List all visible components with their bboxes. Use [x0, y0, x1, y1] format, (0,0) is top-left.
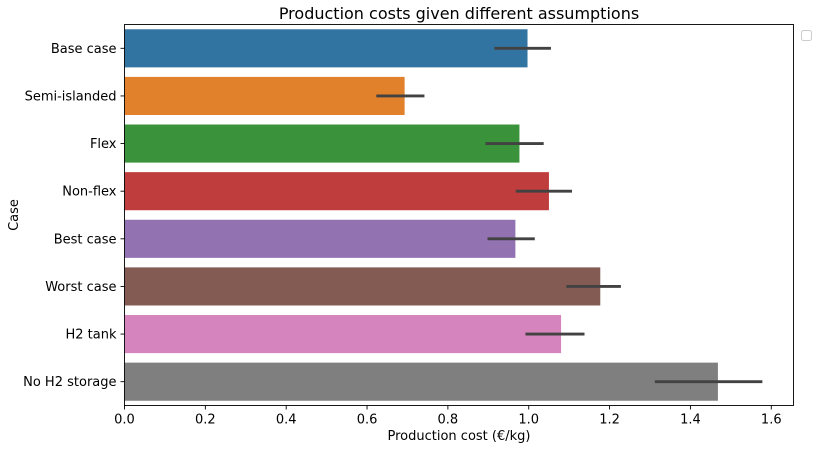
- error-bars-group: [376, 46, 763, 384]
- y-tick-label: Semi-islanded: [25, 89, 117, 104]
- y-tick-label: Base case: [51, 42, 117, 57]
- plot-frame: [124, 24, 794, 406]
- y-tick-labels: Base case Semi-islanded Flex Non-flex Best c…: [23, 42, 125, 390]
- bar-flex: [124, 124, 520, 163]
- x-tick-label: 0.2: [195, 413, 216, 428]
- bar-best-case: [124, 219, 516, 258]
- x-tick-label: 0.4: [276, 413, 297, 428]
- bar-worst-case: [124, 267, 601, 306]
- y-axis-label: Case: [7, 199, 22, 231]
- y-tick-label: Best case: [54, 232, 117, 247]
- y-tick-label: Flex: [90, 137, 117, 152]
- y-tick-label: Worst case: [45, 280, 116, 295]
- x-tick-label: 1.2: [599, 413, 620, 428]
- x-tick-label: 0.8: [438, 413, 459, 428]
- x-axis-label: Production cost (€/kg): [388, 429, 531, 444]
- y-tick-label: Non-flex: [62, 185, 117, 200]
- bar-non-flex: [124, 172, 549, 211]
- bar-base-case: [124, 29, 528, 68]
- y-tick-label: H2 tank: [65, 328, 116, 343]
- y-tick-label: No H2 storage: [23, 375, 116, 390]
- x-tick-label: 0.6: [357, 413, 378, 428]
- x-tick-labels: 0.0 0.2 0.4 0.6 0.8 1.0 1.2 1.4 1.6: [114, 405, 782, 428]
- legend-box: [801, 30, 812, 41]
- bar-h2-tank: [124, 315, 562, 354]
- x-tick-label: 1.4: [680, 413, 701, 428]
- bar-semi-islanded: [124, 76, 405, 115]
- bar-no-h2-storage: [124, 362, 718, 401]
- chart-title: Production costs given different assumpt…: [279, 4, 639, 23]
- x-tick-label: 1.0: [518, 413, 539, 428]
- bars-group: [124, 29, 718, 401]
- x-tick-label: 1.6: [761, 413, 782, 428]
- x-tick-label: 0.0: [114, 413, 135, 428]
